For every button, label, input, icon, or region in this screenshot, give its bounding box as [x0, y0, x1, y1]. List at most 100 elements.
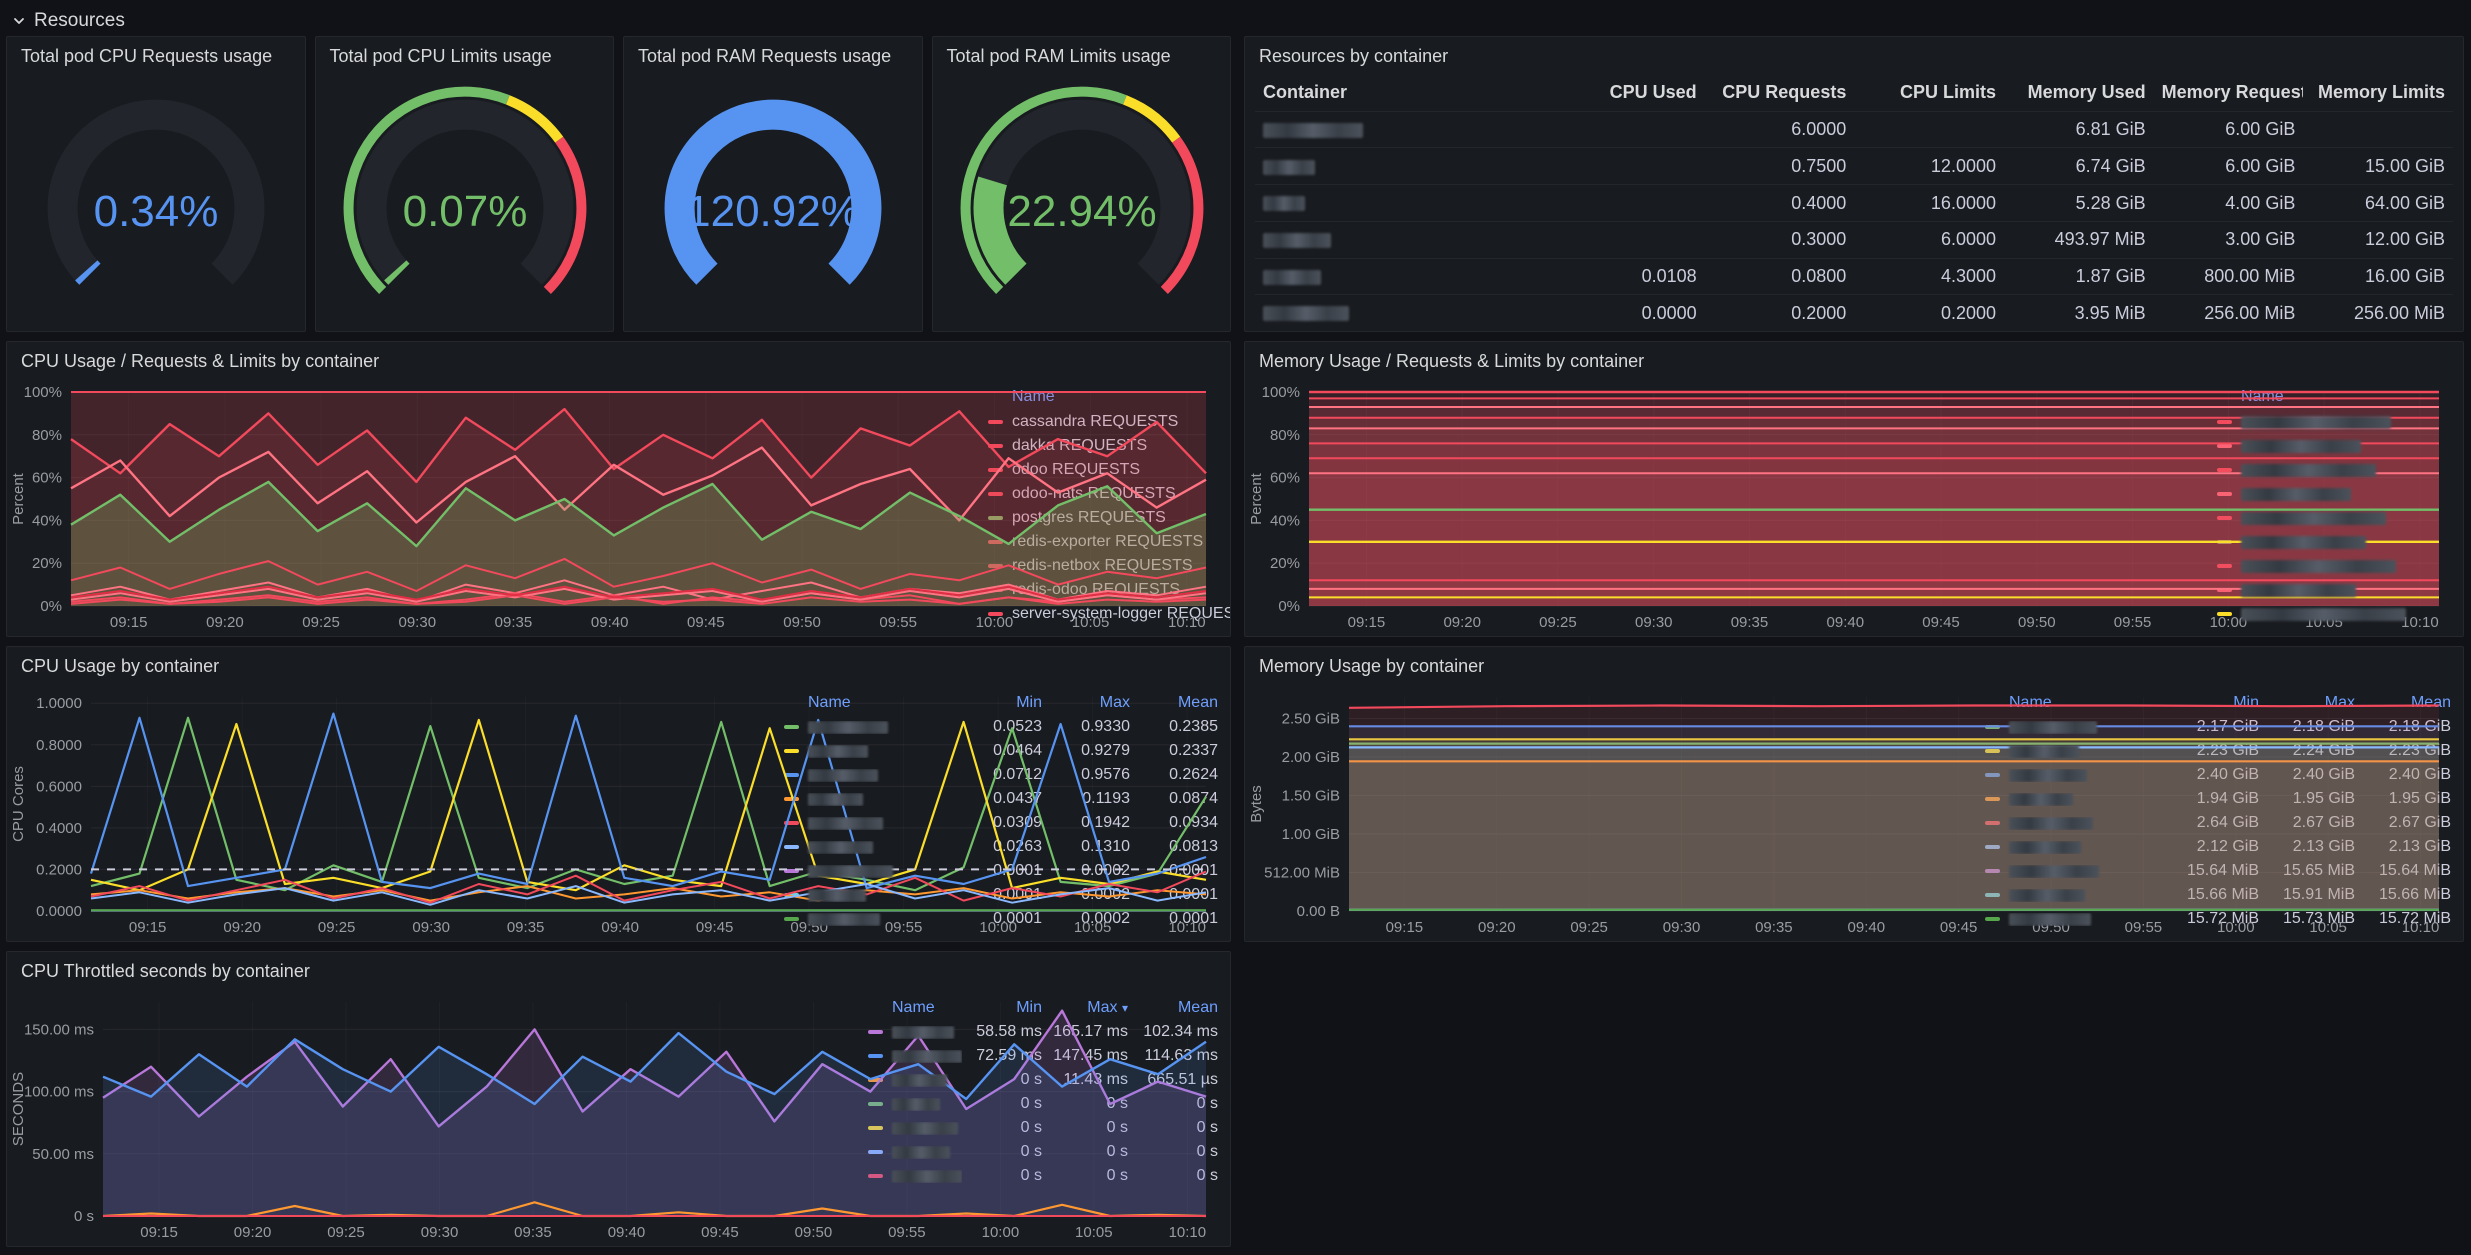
redacted-series-name — [808, 864, 893, 878]
legend-min-value: 2.23 GiB — [2196, 742, 2259, 759]
column-header-cpu-used[interactable]: CPU Used — [1609, 82, 1697, 103]
resources-table: Container CPU Used CPU Requests CPU Limits M… — [1245, 75, 2463, 331]
series-color-swatch — [784, 893, 799, 897]
legend-column-mean[interactable]: Mean — [2410, 694, 2451, 711]
legend-mean-value: 15.72 MiB — [2378, 910, 2451, 927]
redacted-series-name — [2009, 792, 2073, 806]
panel-title[interactable]: Memory Usage / Requests & Limits by cont… — [1259, 351, 1645, 371]
cpu-requests-limits-legend: Name cassandra REQUESTS dakka REQUESTS odoo… — [982, 380, 1230, 636]
panel-title[interactable]: Total pod RAM Requests usage — [638, 46, 892, 66]
legend-table-row[interactable]: 15.64 MiB 15.65 MiB 15.64 MiB — [1985, 859, 2453, 883]
panel-total-pod-ram-limits-usage: Total pod RAM Limits usage 22.94% — [931, 36, 1231, 332]
legend-min-value: 15.66 MiB — [2186, 886, 2259, 903]
legend-table-row[interactable]: 15.72 MiB 15.73 MiB 15.72 MiB — [1985, 907, 2453, 931]
legend-table-row[interactable]: 0 s 11.43 ms 665.51 µs — [868, 1068, 1220, 1092]
legend-column-mean[interactable]: Mean — [1177, 999, 1218, 1016]
svg-text:09:25: 09:25 — [1570, 919, 1608, 936]
column-header-cpu-limits[interactable]: CPU Limits — [1899, 82, 1996, 103]
table-cell: 1.87 GiB — [2075, 265, 2146, 286]
column-header-memory-used[interactable]: Memory Used — [2027, 82, 2146, 103]
legend-table-row[interactable]: 2.12 GiB 2.13 GiB 2.13 GiB — [1985, 835, 2453, 859]
legend-item[interactable] — [2217, 482, 2453, 506]
panel-title[interactable]: Resources by container — [1259, 46, 1449, 66]
panel-title[interactable]: Total pod RAM Limits usage — [946, 46, 1171, 66]
legend-table-row[interactable]: 72.59 ms 147.45 ms 114.63 ms — [868, 1044, 1220, 1068]
legend-item[interactable] — [2217, 602, 2453, 626]
legend-table-row[interactable]: 0.0309 0.1942 0.0934 — [784, 811, 1220, 835]
legend-table-row[interactable]: 1.94 GiB 1.95 GiB 1.95 GiB — [1985, 787, 2453, 811]
legend-column-name[interactable]: Name — [892, 999, 935, 1016]
svg-text:09:30: 09:30 — [399, 614, 437, 631]
legend-table-row[interactable]: 0.0437 0.1193 0.0874 — [784, 787, 1220, 811]
column-header-cpu-requests[interactable]: CPU Requests — [1722, 82, 1847, 103]
legend-series-name-cell — [1985, 768, 2165, 782]
panel-title[interactable]: CPU Usage by container — [21, 656, 220, 676]
legend-table-row[interactable]: 2.64 GiB 2.67 GiB 2.67 GiB — [1985, 811, 2453, 835]
legend-item[interactable]: server-system-logger REQUESTS — [988, 602, 1230, 626]
legend-min-value: 0 s — [1020, 1143, 1042, 1160]
legend-min-value: 15.72 MiB — [2186, 910, 2259, 927]
legend-column-max[interactable]: Max — [1099, 694, 1130, 711]
series-color-swatch — [868, 1102, 883, 1106]
series-color-swatch — [988, 540, 1003, 544]
table-header-row: Container CPU Used CPU Requests CPU Limits M… — [1255, 75, 2453, 111]
cpu-requests-gauge: 0.34% — [7, 75, 305, 331]
svg-text:09:20: 09:20 — [1443, 614, 1481, 631]
legend-item[interactable] — [2217, 410, 2453, 434]
legend-table-row[interactable]: 0.0523 0.9330 0.2385 — [784, 715, 1220, 739]
legend-item[interactable]: redis-netbox REQUESTS — [988, 554, 1220, 578]
column-header-memory-requests[interactable]: Memory Requests — [2161, 82, 2304, 103]
legend-table-row[interactable]: 0.0001 0.0002 0.0001 — [784, 907, 1220, 931]
legend-table-row[interactable]: 15.66 MiB 15.91 MiB 15.66 MiB — [1985, 883, 2453, 907]
svg-text:09:30: 09:30 — [1635, 614, 1673, 631]
table-cell: 800.00 MiB — [2204, 265, 2296, 286]
column-header-container[interactable]: Container — [1263, 82, 1348, 103]
redacted-series-name — [2241, 415, 2391, 429]
legend-item[interactable]: cassandra REQUESTS — [988, 410, 1220, 434]
legend-table-row[interactable]: 2.23 GiB 2.24 GiB 2.23 GiB — [1985, 739, 2453, 763]
legend-item[interactable]: redis-exporter REQUESTS — [988, 530, 1220, 554]
table-cell: 4.3000 — [1940, 265, 1996, 286]
table-cell: 64.00 GiB — [2364, 192, 2445, 213]
redacted-series-name — [2009, 864, 2099, 878]
panel-title[interactable]: Total pod CPU Requests usage — [21, 46, 273, 66]
legend-column-mean[interactable]: Mean — [1177, 694, 1218, 711]
legend-series-name-cell — [784, 744, 956, 758]
panel-title[interactable]: Total pod CPU Limits usage — [329, 46, 552, 66]
legend-table-row[interactable]: 2.40 GiB 2.40 GiB 2.40 GiB — [1985, 763, 2453, 787]
legend-column-min[interactable]: Min — [1016, 999, 1042, 1016]
legend-table-row[interactable]: 0.0263 0.1310 0.0813 — [784, 835, 1220, 859]
legend-item[interactable] — [2217, 506, 2453, 530]
panel-title[interactable]: CPU Usage / Requests & Limits by contain… — [21, 351, 380, 371]
legend-table-row[interactable]: 0.0712 0.9576 0.2624 — [784, 763, 1220, 787]
legend-min-value: 2.12 GiB — [2196, 838, 2259, 855]
row-title: Resources — [34, 10, 125, 31]
legend-max-value: 0 s — [1106, 1119, 1128, 1136]
legend-max-value: 0 s — [1106, 1143, 1128, 1160]
legend-item[interactable] — [2217, 578, 2453, 602]
legend-min-value: 2.64 GiB — [2196, 814, 2259, 831]
legend-column-name[interactable]: Name — [808, 694, 851, 711]
legend-max-value: 0.9279 — [1081, 742, 1130, 759]
cpu-requests-limits-chart: 0% 20% 40% 60% 80% 100% 09:15 09:20 09:25 09:30 09… — [7, 380, 1207, 636]
panel-title[interactable]: CPU Throttled seconds by container — [21, 961, 310, 981]
panel-title[interactable]: Memory Usage by container — [1259, 656, 1485, 676]
legend-column-min[interactable]: Min — [1016, 694, 1042, 711]
svg-text:10:10: 10:10 — [2401, 614, 2439, 631]
svg-text:09:40: 09:40 — [608, 1224, 646, 1241]
legend-item[interactable] — [2217, 434, 2453, 458]
legend-item[interactable] — [2217, 458, 2453, 482]
legend-item[interactable]: postgres REQUESTS — [988, 506, 1220, 530]
container-name-cell — [1255, 229, 1555, 250]
legend-column-max[interactable]: Max ▾ — [1087, 999, 1128, 1016]
legend-item[interactable] — [2217, 554, 2453, 578]
legend-column-name[interactable]: Name — [2009, 694, 2052, 711]
legend-min-value: 0 s — [1020, 1167, 1042, 1184]
legend-max-value: 2.24 GiB — [2292, 742, 2355, 759]
row-header-resources[interactable]: Resources — [6, 6, 2465, 36]
column-header-memory-limits[interactable]: Memory Limits — [2317, 82, 2445, 103]
